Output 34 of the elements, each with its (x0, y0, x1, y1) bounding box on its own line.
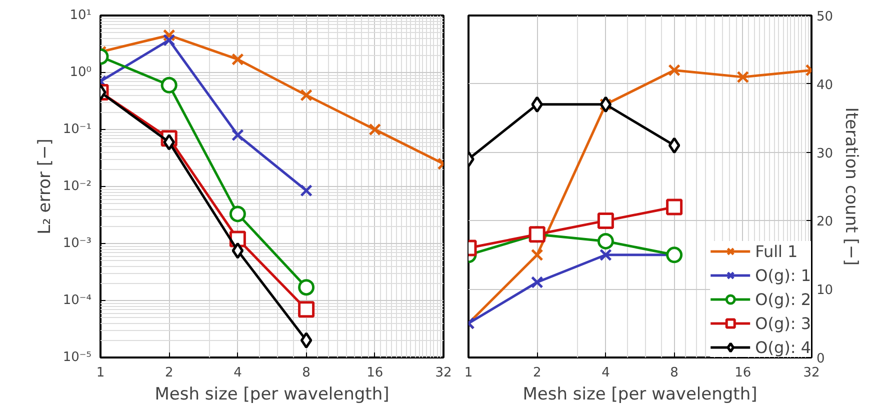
x-tick-label: 1 (96, 366, 105, 380)
y-tick-label: 20 (816, 214, 834, 230)
x-tick-label: 8 (670, 366, 678, 380)
y-tick-label: 30 (816, 146, 834, 162)
x-tick-label: 16 (734, 366, 752, 380)
x-tick-label: 32 (435, 366, 452, 380)
legend-label: O(g): 4 (755, 338, 811, 356)
x-tick-label: 1 (464, 366, 473, 380)
y-tick-label: 10⁻² (62, 179, 92, 194)
y-tick-label: 10⁰ (70, 65, 92, 80)
y-tick-label: 50 (816, 10, 834, 24)
legend-label: Full 1 (755, 242, 798, 260)
y-tick-label: 10⁻⁵ (62, 350, 92, 365)
y-tick-label: 10⁻⁴ (62, 293, 92, 308)
x-tick-label: 2 (164, 366, 174, 380)
legend-label: O(g): 3 (755, 314, 811, 332)
y-tick-label: 10⁻¹ (62, 122, 92, 137)
legend-label: O(g): 2 (755, 290, 811, 308)
y-tick-label: 10 (816, 283, 834, 298)
x-axis-title: Mesh size [per wavelength] (522, 384, 758, 404)
x-tick-label: 4 (602, 366, 610, 380)
x-tick-label: 2 (532, 366, 542, 380)
y-tick-label: 40 (816, 78, 834, 93)
y-axis-title: L₂ error [−] (34, 138, 55, 234)
x-axis-title: Mesh size [per wavelength] (154, 384, 390, 404)
legend-label: O(g): 1 (755, 266, 811, 284)
y-tick-label: 10¹ (70, 8, 92, 23)
y-tick-label: 10⁻³ (62, 236, 92, 251)
y-axis-title: Iteration count [−] (841, 107, 862, 266)
x-tick-label: 4 (234, 366, 242, 380)
y-tick-label: 0 (816, 352, 825, 366)
x-tick-label: 16 (366, 366, 384, 380)
x-tick-label: 32 (803, 366, 820, 380)
x-tick-label: 8 (302, 366, 310, 380)
